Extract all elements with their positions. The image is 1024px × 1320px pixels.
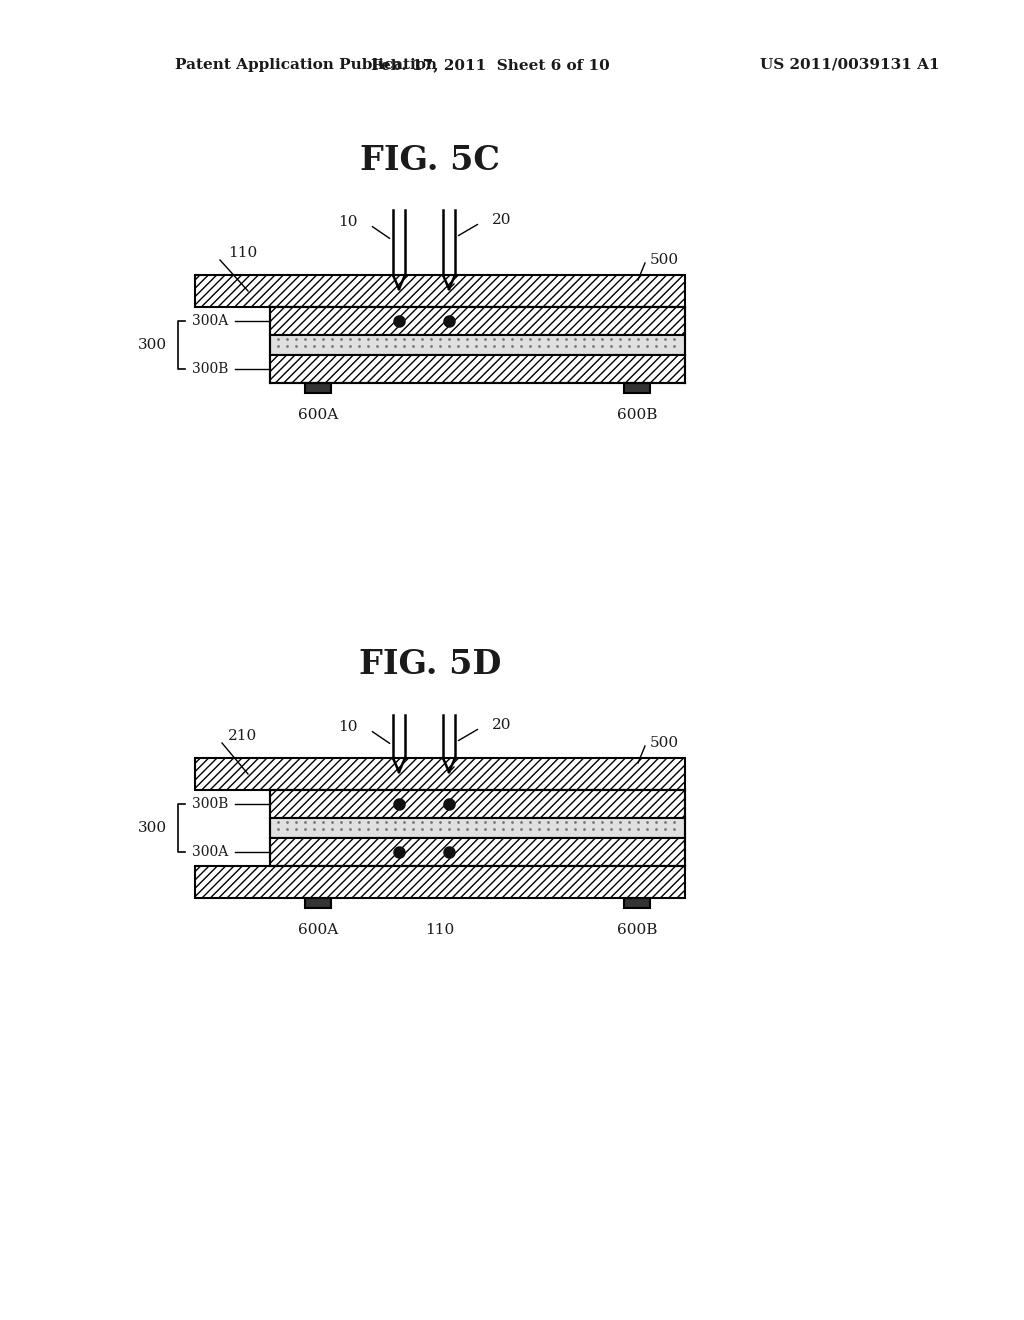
Text: 110: 110 <box>425 923 455 937</box>
Text: FIG. 5C: FIG. 5C <box>360 144 500 177</box>
Text: 300A: 300A <box>191 314 228 327</box>
Bar <box>195 758 685 789</box>
Bar <box>195 866 685 898</box>
Text: 300: 300 <box>138 338 167 352</box>
Text: 600A: 600A <box>298 923 338 937</box>
Text: 20: 20 <box>492 718 512 733</box>
Text: 600B: 600B <box>616 408 657 422</box>
Text: FIG. 5D: FIG. 5D <box>358 648 501 681</box>
Text: 600B: 600B <box>616 923 657 937</box>
Bar <box>195 275 685 308</box>
Bar <box>270 838 685 866</box>
Text: 500: 500 <box>650 737 679 750</box>
Bar <box>270 789 685 818</box>
Bar <box>305 898 331 908</box>
Text: Feb. 17, 2011  Sheet 6 of 10: Feb. 17, 2011 Sheet 6 of 10 <box>371 58 609 73</box>
Text: 10: 10 <box>339 215 358 228</box>
Text: 110: 110 <box>228 246 258 260</box>
Text: Patent Application Publication: Patent Application Publication <box>175 58 437 73</box>
Bar <box>624 898 650 908</box>
Text: 500: 500 <box>650 253 679 267</box>
Text: 20: 20 <box>492 213 512 227</box>
Text: 300B: 300B <box>191 362 228 376</box>
Bar <box>270 308 685 335</box>
Bar <box>270 355 685 383</box>
Text: 600A: 600A <box>298 408 338 422</box>
Text: 300A: 300A <box>191 845 228 859</box>
Bar <box>305 383 331 393</box>
Bar <box>270 335 685 355</box>
Bar <box>270 818 685 838</box>
Text: US 2011/0039131 A1: US 2011/0039131 A1 <box>760 58 940 73</box>
Text: 300B: 300B <box>191 797 228 810</box>
Bar <box>624 383 650 393</box>
Text: 210: 210 <box>228 729 258 743</box>
Text: 300: 300 <box>138 821 167 836</box>
Text: 10: 10 <box>339 719 358 734</box>
